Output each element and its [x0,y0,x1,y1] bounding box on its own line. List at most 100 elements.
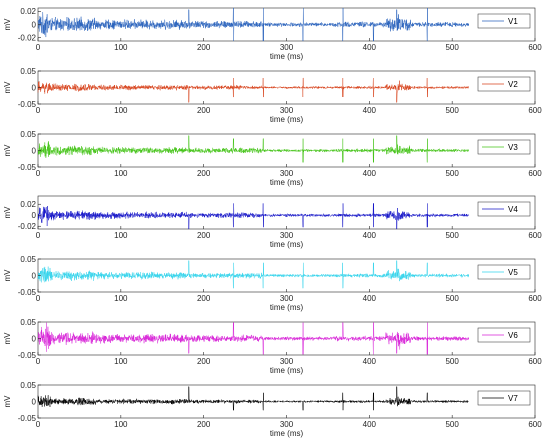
legend-v5: V5 [477,264,531,280]
y-axis-label: mV [3,206,12,219]
x-tick-label: 200 [197,420,211,429]
legend-label: V5 [508,268,518,277]
y-tick-label: 0.05 [20,318,36,327]
x-tick-label: 600 [528,169,542,178]
x-tick-label: 300 [280,169,294,178]
x-tick-label: 100 [114,420,128,429]
x-tick-label: 200 [197,357,211,366]
y-tick-label: -0.05 [18,100,37,109]
x-tick-label: 200 [197,169,211,178]
legend-label: V3 [508,143,518,152]
y-tick-label: 0.05 [20,130,36,139]
legend-label: V4 [508,205,518,214]
x-tick-label: 300 [280,231,294,240]
x-tick-label: 200 [197,231,211,240]
x-tick-label: 400 [363,106,377,115]
y-axis-label: mV [3,81,12,94]
y-tick-label: 0 [32,397,37,406]
legend-v4: V4 [477,201,531,217]
x-tick-label: 500 [445,294,459,303]
x-tick-label: 500 [445,169,459,178]
x-tick-label: 200 [197,43,211,52]
y-axis-label: mV [3,332,12,345]
legend-v2: V2 [477,76,531,92]
legend-v3: V3 [477,139,531,155]
x-tick-label: 400 [363,231,377,240]
x-tick-label: 500 [445,231,459,240]
legend-v7: V7 [477,390,531,406]
y-tick-label: -0.05 [18,351,37,360]
x-tick-label: 100 [114,43,128,52]
series-line-v3 [37,135,469,163]
x-tick-label: 400 [363,43,377,52]
x-tick-label: 600 [528,231,542,240]
x-axis-label: time (ms) [270,178,304,187]
legend-label: V2 [508,80,518,89]
x-tick-label: 300 [280,420,294,429]
x-tick-label: 500 [445,106,459,115]
x-tick-label: 600 [528,106,542,115]
x-tick-label: 500 [445,43,459,52]
x-tick-label: 0 [36,357,41,366]
x-tick-label: 300 [280,294,294,303]
x-axis-label: time (ms) [270,115,304,124]
x-tick-label: 500 [445,357,459,366]
series-line-v1 [37,7,469,42]
legend-label: V7 [508,394,518,403]
x-tick-label: 200 [197,294,211,303]
y-axis-label: mV [3,144,12,157]
y-axis-label: mV [3,395,12,408]
x-tick-label: 300 [280,357,294,366]
y-tick-label: 0.05 [20,67,36,76]
y-tick-label: 0.02 [20,200,36,209]
legend-label: V6 [508,331,518,340]
x-tick-label: 0 [36,294,41,303]
x-axis-label: time (ms) [270,240,304,249]
series-line-v7 [37,386,469,411]
y-tick-label: -0.05 [18,163,37,172]
x-axis-label: time (ms) [270,366,304,375]
x-tick-label: 0 [36,106,41,115]
x-tick-label: 300 [280,106,294,115]
x-tick-label: 300 [280,43,294,52]
y-tick-label: 0 [32,83,37,92]
y-tick-label: 0.02 [20,7,36,16]
series-line-v4 [37,203,469,230]
series-line-v6 [37,322,469,355]
x-axis-label: time (ms) [270,303,304,312]
y-tick-label: -0.05 [18,414,37,423]
y-tick-label: 0.05 [20,381,36,390]
x-tick-label: 100 [114,357,128,366]
x-tick-label: 100 [114,231,128,240]
x-tick-label: 400 [363,420,377,429]
x-tick-label: 600 [528,43,542,52]
x-tick-label: 100 [114,106,128,115]
y-tick-label: 0 [32,146,37,155]
y-axis-label: mV [3,18,12,31]
y-tick-label: 0 [32,20,37,29]
y-tick-label: 0 [32,211,37,220]
y-tick-label: 0.05 [20,255,36,264]
x-tick-label: 0 [36,43,41,52]
x-tick-label: 0 [36,231,41,240]
x-tick-label: 500 [445,420,459,429]
x-tick-label: 400 [363,357,377,366]
x-tick-label: 100 [114,169,128,178]
x-tick-label: 200 [197,106,211,115]
x-tick-label: 100 [114,294,128,303]
y-tick-label: -0.05 [18,288,37,297]
x-tick-label: 400 [363,169,377,178]
x-tick-label: 0 [36,169,41,178]
x-tick-label: 600 [528,357,542,366]
series-line-v2 [37,77,469,103]
x-tick-label: 400 [363,294,377,303]
y-tick-label: -0.02 [18,34,37,43]
